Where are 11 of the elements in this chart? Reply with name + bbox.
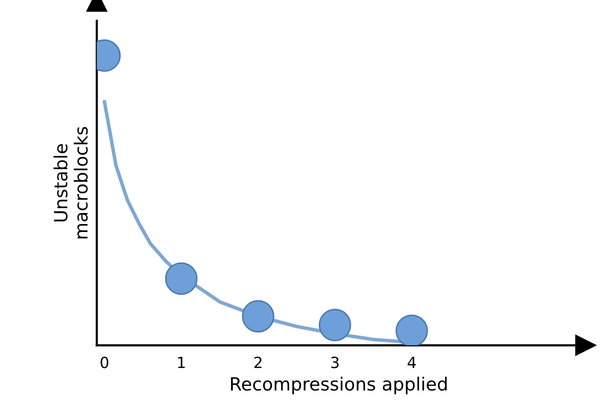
point	[165, 262, 198, 295]
x-tick-label: 2	[254, 356, 262, 368]
point	[318, 308, 352, 342]
point	[396, 314, 428, 346]
x-tick-label: 1	[178, 356, 185, 368]
point	[242, 300, 274, 333]
x-axis-title: Recompressions applied	[231, 376, 447, 394]
y-axis-title: Unstable macroblocks	[54, 126, 88, 238]
x-tick-label: 4	[408, 356, 416, 368]
x-tick-label: 3	[331, 356, 339, 368]
x-tick-label: 0	[100, 356, 108, 368]
